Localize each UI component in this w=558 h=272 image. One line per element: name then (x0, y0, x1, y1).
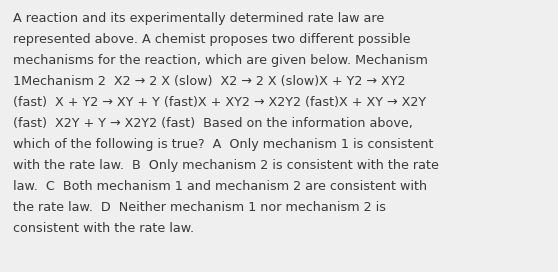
Text: consistent with the rate law.: consistent with the rate law. (13, 222, 194, 235)
Text: mechanisms for the reaction, which are given below. Mechanism: mechanisms for the reaction, which are g… (13, 54, 428, 67)
Text: 1Mechanism 2  X2 → 2 X (slow)  X2 → 2 X (slow)X + Y2 → XY2: 1Mechanism 2 X2 → 2 X (slow) X2 → 2 X (s… (13, 75, 406, 88)
Text: with the rate law.  B  Only mechanism 2 is consistent with the rate: with the rate law. B Only mechanism 2 is… (13, 159, 439, 172)
Text: (fast)  X + Y2 → XY + Y (fast)X + XY2 → X2Y2 (fast)X + XY → X2Y: (fast) X + Y2 → XY + Y (fast)X + XY2 → X… (13, 96, 426, 109)
Text: the rate law.  D  Neither mechanism 1 nor mechanism 2 is: the rate law. D Neither mechanism 1 nor … (13, 201, 386, 214)
Text: A reaction and its experimentally determined rate law are: A reaction and its experimentally determ… (13, 12, 384, 25)
Text: (fast)  X2Y + Y → X2Y2 (fast)  Based on the information above,: (fast) X2Y + Y → X2Y2 (fast) Based on th… (13, 117, 413, 130)
Text: represented above. A chemist proposes two different possible: represented above. A chemist proposes tw… (13, 33, 411, 46)
Text: which of the following is true?  A  Only mechanism 1 is consistent: which of the following is true? A Only m… (13, 138, 434, 151)
Text: law.  C  Both mechanism 1 and mechanism 2 are consistent with: law. C Both mechanism 1 and mechanism 2 … (13, 180, 427, 193)
